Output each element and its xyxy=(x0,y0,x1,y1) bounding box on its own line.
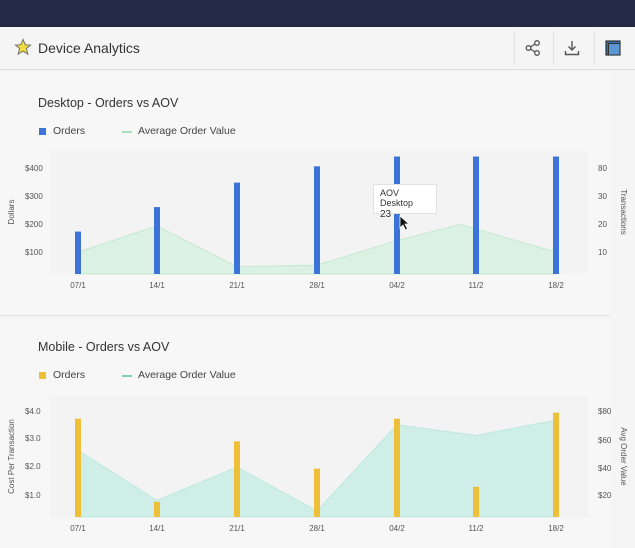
y-left-tick-label: $100 xyxy=(25,248,43,257)
x-tick-label: 04/2 xyxy=(389,524,405,533)
orders-bar xyxy=(75,231,81,274)
favorite-star-icon[interactable] xyxy=(14,38,32,56)
x-tick-label: 21/1 xyxy=(229,524,245,533)
legend-orders-label[interactable]: Orders xyxy=(53,369,86,381)
y-left-tick-label: $300 xyxy=(25,192,43,201)
x-tick-label: 21/1 xyxy=(229,281,245,290)
share-icon xyxy=(525,40,540,56)
fullscreen-button[interactable] xyxy=(594,31,630,65)
y-left-tick-label: $1.0 xyxy=(25,491,41,500)
x-tick-label: 04/2 xyxy=(389,281,405,290)
y-right-tick-label: $80 xyxy=(598,407,612,416)
y-right-tick-label: $20 xyxy=(598,491,612,500)
y-left-axis-label: Cost Per Transaction xyxy=(7,419,16,494)
fullscreen-icon xyxy=(604,40,621,56)
y-right-tick-label: 10 xyxy=(598,248,607,257)
x-tick-label: 14/1 xyxy=(149,281,165,290)
y-right-tick-label: 30 xyxy=(598,192,607,201)
y-right-tick-label: 20 xyxy=(598,220,607,229)
legend-orders-swatch xyxy=(39,372,46,379)
chart-tooltip: AOV Desktop 23 xyxy=(373,184,437,220)
share-button[interactable] xyxy=(514,31,550,65)
orders-bar xyxy=(473,486,479,517)
x-tick-label: 14/1 xyxy=(149,524,165,533)
page-title: Device Analytics xyxy=(38,40,140,56)
orders-bar xyxy=(394,418,400,517)
orders-bar xyxy=(154,207,160,274)
tooltip-label: AOV Desktop xyxy=(380,188,414,208)
orders-bar xyxy=(314,166,320,274)
orders-bar xyxy=(473,156,479,274)
mouse-pointer-icon xyxy=(399,215,411,231)
app-top-bar xyxy=(0,0,635,27)
x-tick-label: 11/2 xyxy=(469,281,485,290)
legend-aov-label[interactable]: Average Order Value xyxy=(138,125,236,137)
orders-bar xyxy=(394,156,400,274)
orders-bar xyxy=(553,156,559,274)
legend-aov-swatch xyxy=(122,375,132,377)
y-left-tick-label: $200 xyxy=(25,220,43,229)
y-right-axis-label: Transactions xyxy=(619,189,628,235)
y-right-tick-label: $60 xyxy=(598,436,612,445)
orders-bar xyxy=(553,412,559,517)
y-left-tick-label: $4.0 xyxy=(25,407,41,416)
chart-title: Mobile - Orders vs AOV xyxy=(38,340,170,354)
x-tick-label: 07/1 xyxy=(70,281,86,290)
y-left-tick-label: $3.0 xyxy=(25,434,41,443)
chart-title: Desktop - Orders vs AOV xyxy=(38,96,179,110)
download-icon xyxy=(564,41,579,56)
legend-orders-label[interactable]: Orders xyxy=(53,125,86,137)
y-left-tick-label: $2.0 xyxy=(25,462,41,471)
page-header: Device Analytics xyxy=(0,27,635,70)
y-right-tick-label: $40 xyxy=(598,464,612,473)
download-button[interactable] xyxy=(553,31,589,65)
orders-bar xyxy=(154,501,160,517)
x-tick-label: 11/2 xyxy=(469,524,485,533)
y-left-axis-label: Dollars xyxy=(7,200,16,225)
x-tick-label: 07/1 xyxy=(70,524,86,533)
orders-bar xyxy=(314,468,320,517)
tooltip-value: 23 xyxy=(380,209,392,220)
legend-aov-swatch xyxy=(122,131,132,133)
x-tick-label: 28/1 xyxy=(309,524,325,533)
x-tick-label: 18/2 xyxy=(548,524,564,533)
x-tick-label: 18/2 xyxy=(548,281,564,290)
orders-bar xyxy=(234,182,240,274)
y-left-tick-label: $400 xyxy=(25,164,43,173)
legend-orders-swatch xyxy=(39,128,46,135)
y-right-tick-label: 80 xyxy=(598,164,607,173)
orders-bar xyxy=(75,418,81,517)
orders-bar xyxy=(234,441,240,517)
legend-aov-label[interactable]: Average Order Value xyxy=(138,369,236,381)
x-tick-label: 28/1 xyxy=(309,281,325,290)
y-right-axis-label: Avg Order Value xyxy=(619,427,628,486)
